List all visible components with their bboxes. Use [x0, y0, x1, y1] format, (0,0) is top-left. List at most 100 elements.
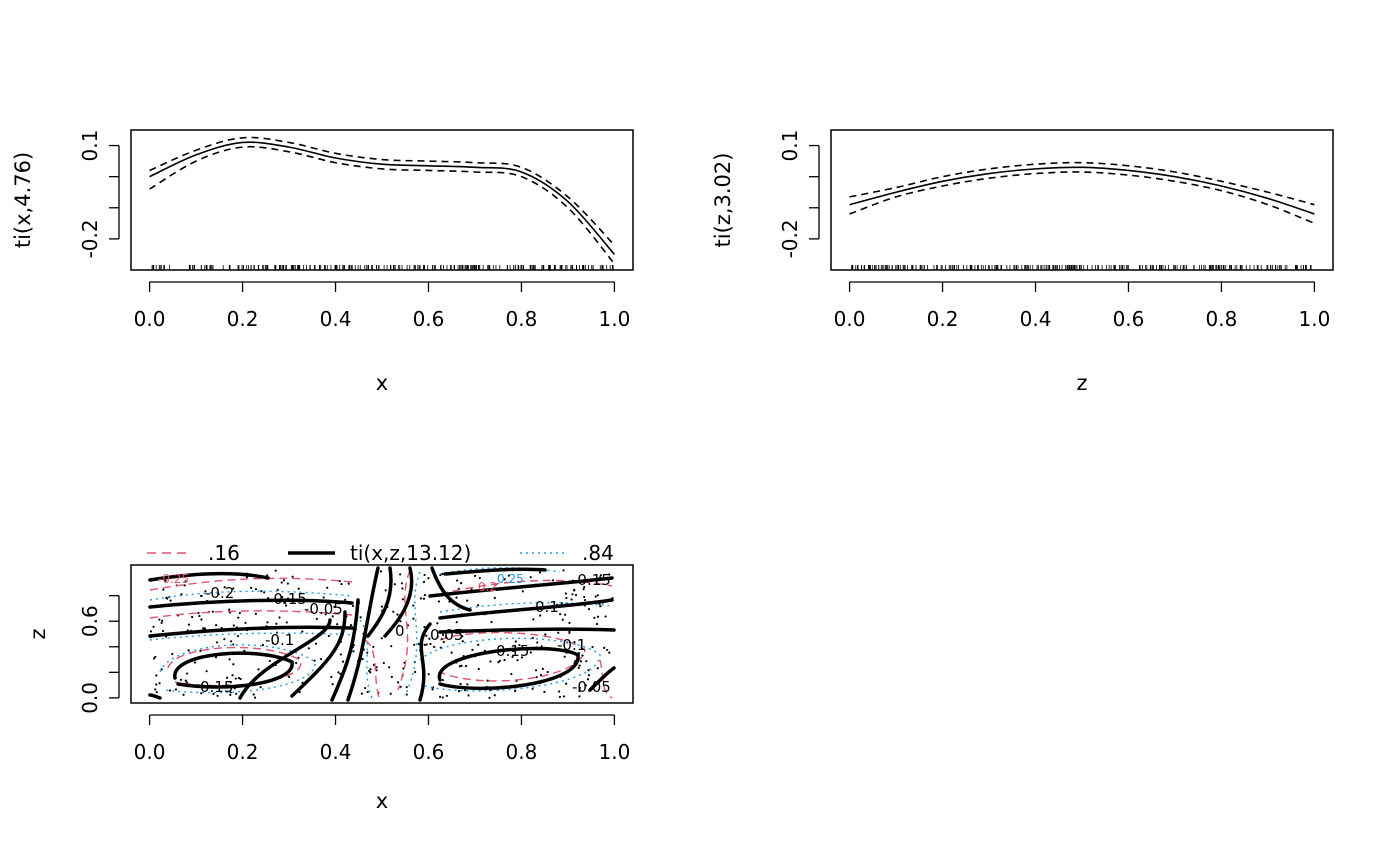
data-point — [516, 659, 519, 662]
x-tick-label: 0.2 — [227, 740, 259, 764]
data-point — [307, 647, 311, 650]
data-point — [436, 635, 439, 638]
data-point — [228, 658, 231, 661]
data-point — [212, 692, 215, 695]
data-point — [379, 570, 383, 573]
data-point — [599, 605, 602, 608]
data-point — [436, 622, 439, 625]
data-point — [291, 575, 294, 578]
data-point — [544, 633, 547, 636]
data-point — [314, 642, 318, 645]
panel-ti-z: 0.0 0.2 0.4 0.6 0.8 1.0 -0.2 0.1 z ti(z,3.02) — [711, 129, 1334, 395]
data-point — [252, 693, 255, 696]
y-tick-label: 0.0 — [78, 682, 102, 714]
data-point — [541, 667, 544, 671]
data-point — [155, 674, 158, 677]
data-point — [488, 696, 491, 699]
data-point — [585, 660, 588, 663]
data-point — [427, 577, 430, 580]
data-point — [197, 611, 200, 615]
contour-estimate — [148, 571, 270, 582]
data-point — [568, 631, 571, 635]
data-point — [425, 643, 428, 646]
data-point — [514, 640, 517, 643]
data-point — [185, 681, 188, 684]
data-point — [229, 691, 232, 694]
series-lower — [849, 171, 1315, 225]
data-point — [551, 579, 555, 582]
data-point — [250, 586, 253, 589]
data-point — [582, 588, 585, 591]
data-point — [532, 618, 535, 621]
y-tick-label: 0.1 — [778, 130, 802, 162]
data-point — [174, 688, 178, 691]
data-point — [161, 619, 164, 622]
data-point — [587, 674, 591, 677]
x-tick-label: 0.6 — [413, 740, 445, 764]
data-point — [217, 593, 220, 596]
data-point — [229, 693, 232, 697]
data-point — [467, 694, 470, 697]
data-point — [160, 668, 163, 671]
data-point — [477, 604, 480, 607]
x-axis-label: x — [376, 789, 388, 813]
data-point — [182, 693, 185, 696]
data-point — [278, 616, 281, 619]
data-point — [397, 624, 400, 627]
data-point — [559, 613, 562, 616]
contour-label: -0.05 — [572, 678, 611, 696]
data-point — [558, 690, 561, 693]
data-point — [466, 683, 469, 686]
data-point — [187, 623, 191, 626]
data-point — [577, 666, 580, 669]
x-tick-label: 0.6 — [1113, 307, 1145, 331]
contour-lower — [149, 610, 353, 619]
y-tick-label: -0.2 — [78, 219, 102, 258]
data-point — [390, 675, 393, 679]
x-axis-label: z — [1076, 371, 1087, 395]
x-axis: 0.0 0.2 0.4 0.6 0.8 1.0 — [134, 281, 630, 331]
data-point — [444, 635, 448, 638]
data-point — [428, 637, 431, 640]
data-point — [513, 689, 517, 693]
data-point — [169, 599, 172, 602]
data-point — [165, 596, 168, 600]
data-point — [266, 621, 269, 624]
data-point — [457, 689, 461, 693]
data-point — [536, 641, 539, 644]
data-point — [389, 692, 392, 695]
data-point — [401, 587, 404, 590]
data-point — [591, 645, 594, 649]
data-point — [203, 627, 206, 630]
data-point — [232, 643, 235, 646]
data-point — [574, 593, 578, 597]
data-point — [288, 675, 291, 678]
data-point — [535, 676, 538, 679]
contour-estimate — [438, 598, 614, 620]
data-point — [204, 590, 207, 593]
data-point — [187, 649, 190, 652]
contour-estimate — [148, 625, 354, 638]
data-point — [215, 624, 218, 627]
data-point — [490, 620, 493, 624]
data-point — [349, 623, 353, 627]
data-point — [297, 587, 300, 590]
data-point — [152, 625, 155, 628]
legend-label-lower: .16 — [208, 541, 240, 565]
x-axis-label: x — [376, 371, 388, 395]
contour-estimate — [148, 598, 354, 609]
data-point — [562, 695, 566, 698]
data-point — [608, 573, 611, 576]
rug-marks — [851, 265, 1312, 270]
data-point — [168, 689, 172, 692]
x-tick-label: 0.4 — [320, 740, 352, 764]
data-point — [578, 695, 581, 698]
contour-estimate — [330, 598, 360, 702]
x-tick-label: 0.8 — [1206, 307, 1238, 331]
y-tick-label: 0.1 — [78, 130, 102, 162]
data-point — [412, 617, 415, 620]
contour-estimate — [366, 566, 393, 638]
data-point — [563, 655, 566, 658]
x-tick-label: 0.8 — [506, 740, 538, 764]
data-point — [461, 635, 464, 638]
